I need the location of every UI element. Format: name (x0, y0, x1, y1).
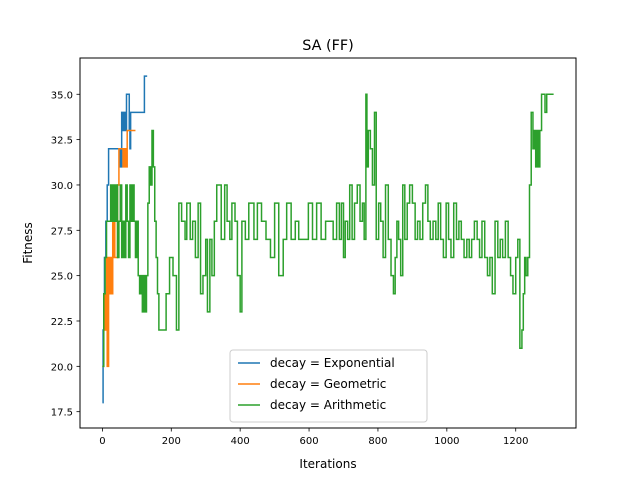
legend-label-1: decay = Geometric (270, 377, 386, 391)
legend: decay = Exponential decay = Geometric deca… (229, 349, 428, 423)
y-tick-label: 32.5 (51, 136, 73, 147)
x-tick-label: 1200 (503, 436, 528, 447)
series-line-2 (102, 93, 554, 368)
x-tick-label: 400 (231, 436, 250, 447)
y-axis: 17.5 20.0 22.5 25.0 27.5 30.0 32.5 35.0 (51, 90, 80, 419)
series-line-1 (102, 129, 136, 368)
x-tick-label: 200 (162, 436, 181, 447)
y-tick-label: 17.5 (51, 408, 73, 419)
x-tick-label: 0 (99, 436, 105, 447)
x-axis-label: Iterations (299, 457, 356, 471)
legend-label-0: decay = Exponential (270, 356, 395, 370)
y-tick-label: 20.0 (51, 362, 73, 373)
y-tick-label: 30.0 (51, 181, 73, 192)
x-tick-label: 800 (368, 436, 387, 447)
y-tick-label: 27.5 (51, 226, 73, 237)
y-axis-label: Fitness (21, 222, 35, 264)
y-tick-label: 35.0 (51, 90, 73, 101)
x-tick-label: 1000 (434, 436, 459, 447)
y-tick-label: 25.0 (51, 272, 73, 283)
x-axis: 0 200 400 600 800 1000 1200 (99, 428, 528, 447)
legend-label-2: decay = Arithmetic (270, 398, 386, 412)
plot-frame (79, 57, 577, 429)
series-layer (102, 75, 554, 404)
x-tick-label: 600 (300, 436, 319, 447)
legend-box (229, 349, 428, 423)
y-tick-label: 22.5 (51, 317, 73, 328)
chart-title: SA (FF) (302, 38, 354, 54)
